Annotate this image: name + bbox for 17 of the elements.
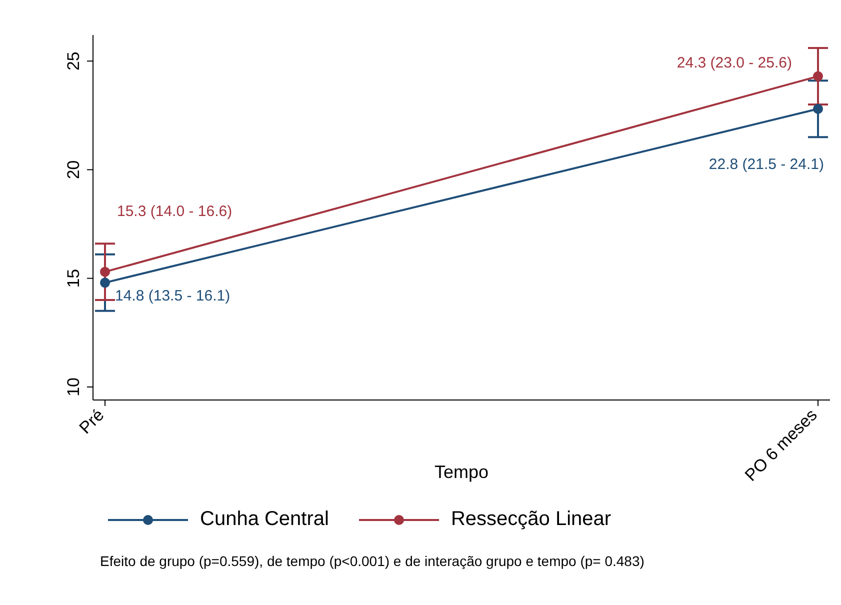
point (813, 104, 823, 114)
point (100, 278, 110, 288)
data-label: 24.3 (23.0 - 25.6) (676, 54, 792, 72)
legend-label: Cunha Central (200, 508, 329, 531)
legend-label: Ressecção Linear (450, 508, 612, 531)
point (100, 266, 110, 277)
point (813, 71, 823, 82)
text: Efeito de grupo (p=0.559), de tempo (p<0.001) e de interação grupo e tempo (p= 0.483) (100, 553, 644, 569)
y-tick-label: 10 (64, 378, 83, 396)
x-axis-title: Tempo (434, 462, 489, 482)
data-label: 14.8 (13.5 - 16.1) (115, 288, 230, 305)
x-tick-label: Pré (76, 405, 108, 438)
y-tick-label: 20 (64, 160, 83, 180)
y-tick-label: 25 (64, 52, 83, 71)
data-label: 15.3 (14.0 - 16.6) (117, 202, 232, 220)
data-label: 22.8 (21.5 - 24.1) (708, 156, 824, 173)
y-tick-label: 15 (64, 268, 83, 288)
